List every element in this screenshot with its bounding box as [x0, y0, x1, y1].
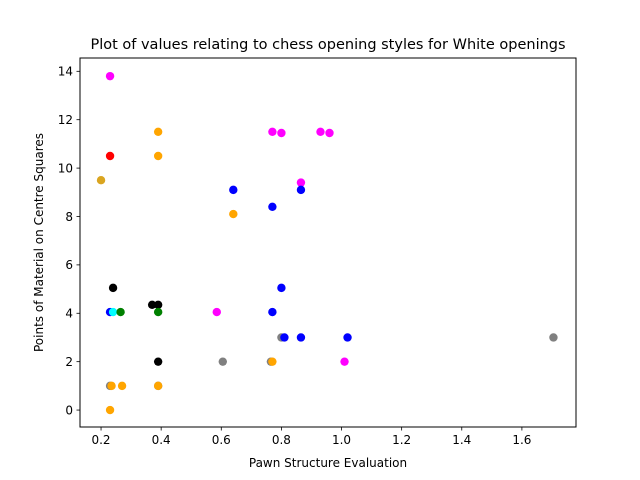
points-layer	[96, 71, 558, 415]
data-point	[116, 307, 125, 317]
data-point	[147, 300, 157, 310]
data-point	[296, 185, 306, 195]
data-point	[268, 202, 277, 212]
x-tick-label: 1.6	[512, 433, 531, 447]
x-tick-label: 1.2	[392, 433, 411, 447]
data-point	[107, 381, 116, 391]
x-tick-label: 0.4	[152, 433, 171, 447]
data-point	[229, 209, 238, 219]
data-point	[153, 381, 163, 391]
chart-title: Plot of values relating to chess opening…	[90, 37, 565, 53]
data-point	[277, 128, 286, 138]
x-tick-label: 1.0	[332, 433, 351, 447]
x-axis: 0.2 0.4 0.6 0.8 1.0 1.2 1.4 1.6	[91, 427, 531, 447]
data-point	[105, 151, 115, 161]
data-point	[549, 333, 558, 342]
data-point	[316, 127, 325, 136]
data-point	[343, 333, 352, 342]
y-tick-label: 12	[58, 113, 73, 127]
y-axis-label: Points of Material on Centre Squares	[32, 133, 46, 352]
data-point	[153, 127, 163, 136]
y-tick-label: 14	[58, 65, 73, 79]
data-point	[268, 357, 277, 366]
x-tick-label: 0.6	[212, 433, 231, 447]
data-point	[340, 357, 349, 366]
data-point	[218, 357, 227, 366]
data-point	[325, 128, 334, 138]
data-point	[268, 307, 277, 317]
data-point	[277, 283, 286, 293]
data-point	[229, 185, 238, 195]
data-point	[105, 71, 115, 81]
data-point	[105, 405, 115, 415]
data-point	[153, 300, 163, 310]
data-point	[296, 178, 306, 187]
data-point	[108, 283, 118, 293]
data-point	[296, 333, 306, 342]
data-point	[212, 307, 221, 317]
data-point	[268, 127, 277, 136]
plot-frame	[79, 57, 577, 428]
data-point	[96, 175, 106, 185]
y-tick-label: 10	[58, 161, 73, 175]
y-tick-label: 2	[65, 355, 73, 369]
data-point	[117, 381, 127, 391]
x-tick-label: 1.4	[452, 433, 471, 447]
data-point	[108, 307, 118, 317]
x-axis-label: Pawn Structure Evaluation	[249, 456, 407, 470]
y-tick-label: 8	[65, 210, 73, 224]
data-point	[153, 151, 163, 161]
y-tick-label: 4	[65, 307, 73, 321]
data-point	[153, 357, 163, 366]
y-tick-label: 0	[65, 403, 73, 417]
x-tick-label: 0.2	[91, 433, 110, 447]
data-point	[153, 307, 163, 317]
y-tick-label: 6	[65, 258, 73, 272]
data-point	[280, 333, 289, 342]
x-tick-label: 0.8	[272, 433, 291, 447]
y-axis: 0 2 4 6 8 10 12 14	[58, 65, 80, 417]
